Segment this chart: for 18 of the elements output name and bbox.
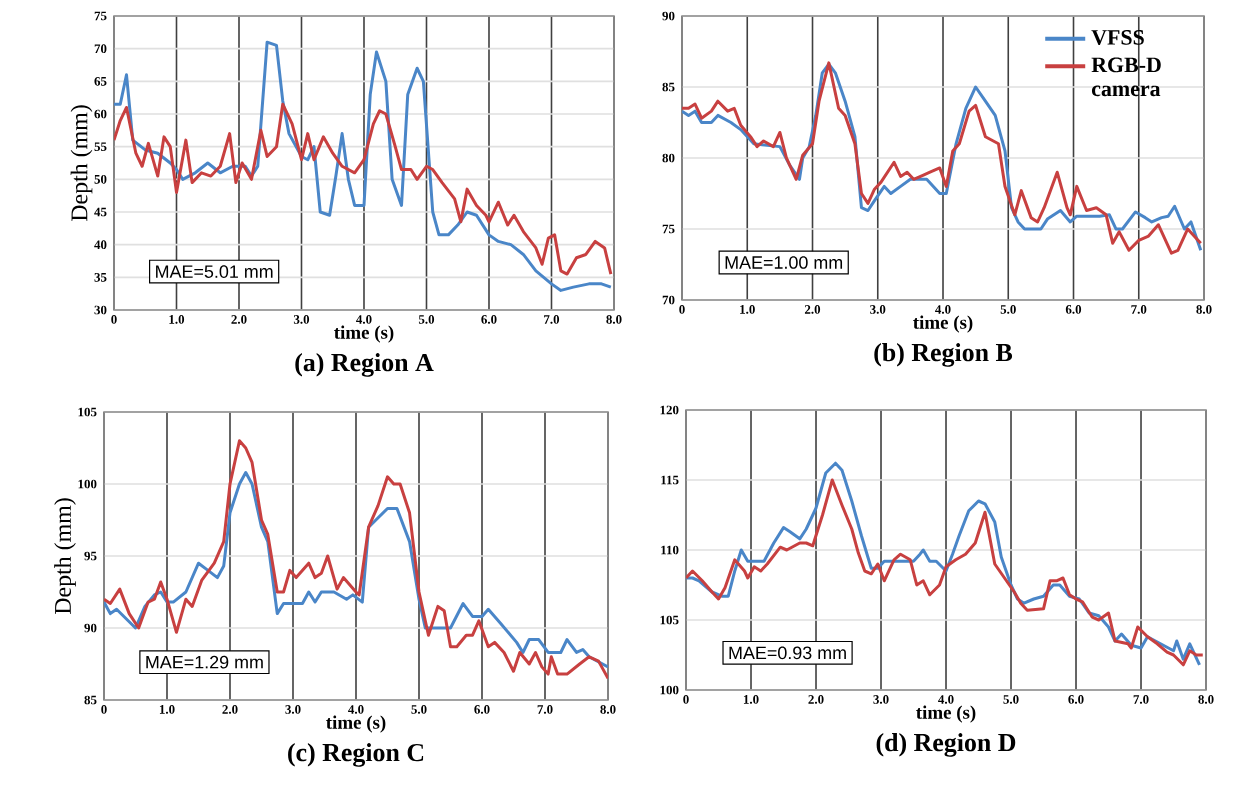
line-series — [114, 102, 613, 276]
text: (c) Region C — [288, 743, 424, 767]
x-axis-title: time (s) — [334, 325, 394, 343]
text: (a) Region A — [295, 353, 434, 377]
x-axis-title: time (s) — [326, 715, 386, 733]
annotation: MAE=1.29 mm — [146, 655, 263, 669]
y-axis-title: Depth (mm) — [70, 105, 93, 222]
y-axis-title: Depth (mm) — [54, 498, 76, 615]
line-series — [114, 40, 613, 292]
line-series — [104, 439, 608, 680]
x-axis-title: time (s) — [913, 315, 973, 333]
x-axis-title: time (s) — [916, 705, 976, 723]
text: (d) Region D — [876, 733, 1016, 757]
annotation: MAE=5.01 mm — [156, 265, 273, 278]
text: (b) Region B — [874, 343, 1013, 367]
line-series — [104, 470, 608, 669]
annotation: MAE=1.00 mm — [725, 256, 843, 269]
annotation: MAE=0.93 mm — [729, 646, 846, 660]
